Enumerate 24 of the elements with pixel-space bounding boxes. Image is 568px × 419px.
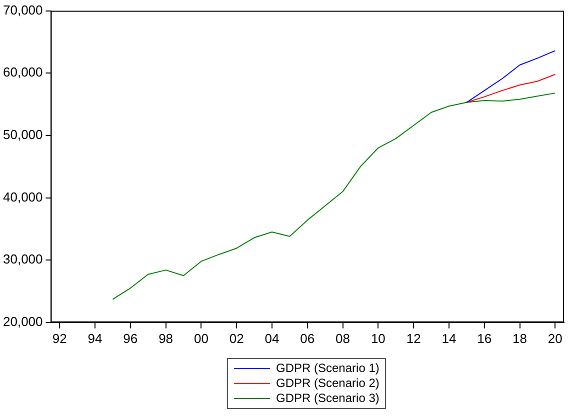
x-tick-label: 92 — [52, 330, 67, 346]
y-tick-label: 30,000 — [2, 252, 43, 267]
x-tick-label: 10 — [370, 330, 386, 346]
x-tick-label: 14 — [442, 330, 456, 346]
y-tick-label: 40,000 — [2, 189, 43, 204]
y-tick-label: 50,000 — [2, 127, 43, 142]
x-tick-label: 04 — [264, 330, 280, 346]
x-tick-label: 02 — [229, 330, 244, 346]
x-tick-label: 06 — [300, 330, 315, 346]
legend-label: GDPR (Scenario 2) — [276, 376, 380, 391]
legend-label: GDPR (Scenario 1) — [276, 361, 380, 376]
legend-label: GDPR (Scenario 3) — [276, 391, 380, 406]
y-tick-label: 60,000 — [2, 64, 43, 80]
x-tick-label: 00 — [194, 330, 208, 346]
x-tick-label: 20 — [548, 330, 562, 346]
x-tick-label: 96 — [123, 330, 138, 346]
x-tick-label: 12 — [406, 330, 421, 346]
y-tick-label: 20,000 — [2, 314, 43, 329]
x-tick-label: 16 — [477, 330, 492, 346]
x-tick-label: 08 — [336, 330, 350, 346]
x-tick-label: 18 — [512, 330, 527, 346]
x-tick-label: 98 — [158, 330, 174, 346]
y-tick-label: 70,000 — [2, 2, 43, 18]
x-tick-label: 94 — [88, 330, 102, 346]
